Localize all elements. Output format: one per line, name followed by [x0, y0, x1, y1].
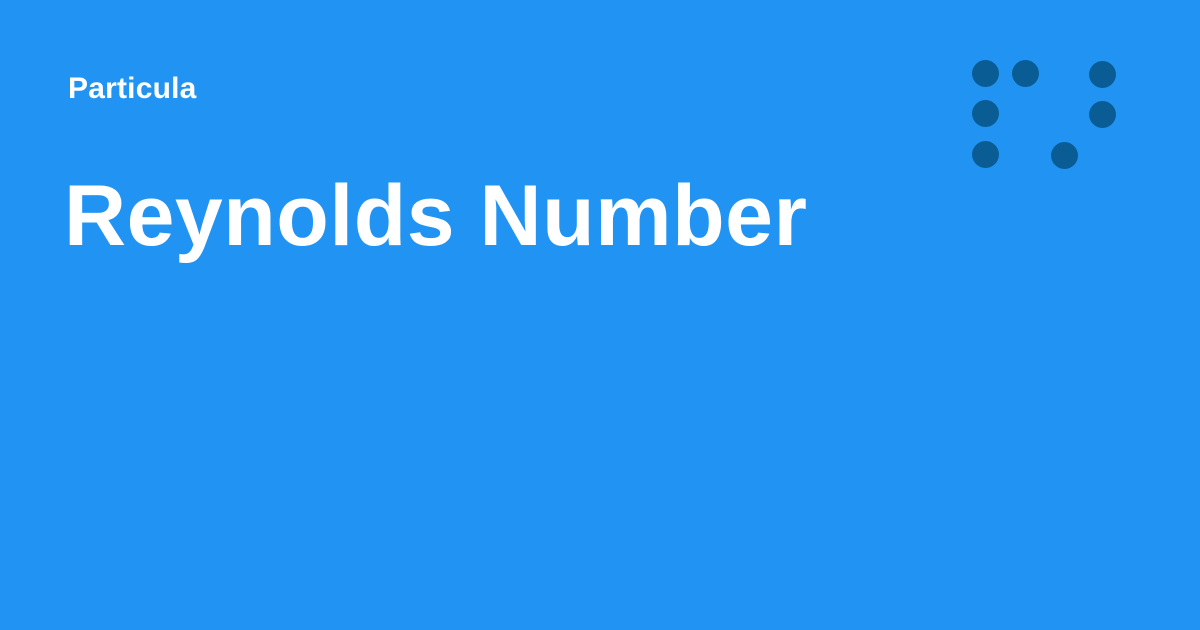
- logo-dot: [972, 141, 999, 168]
- logo-dot: [1051, 142, 1078, 169]
- logo-dot: [972, 100, 999, 127]
- logo-dot: [1012, 60, 1039, 87]
- logo-dot: [1089, 101, 1116, 128]
- page-title: Reynolds Number: [64, 168, 808, 264]
- logo-dot: [972, 60, 999, 87]
- dot-grid-logo-icon: [960, 50, 1140, 190]
- logo-dot: [1089, 61, 1116, 88]
- brand-name: Particula: [68, 72, 197, 105]
